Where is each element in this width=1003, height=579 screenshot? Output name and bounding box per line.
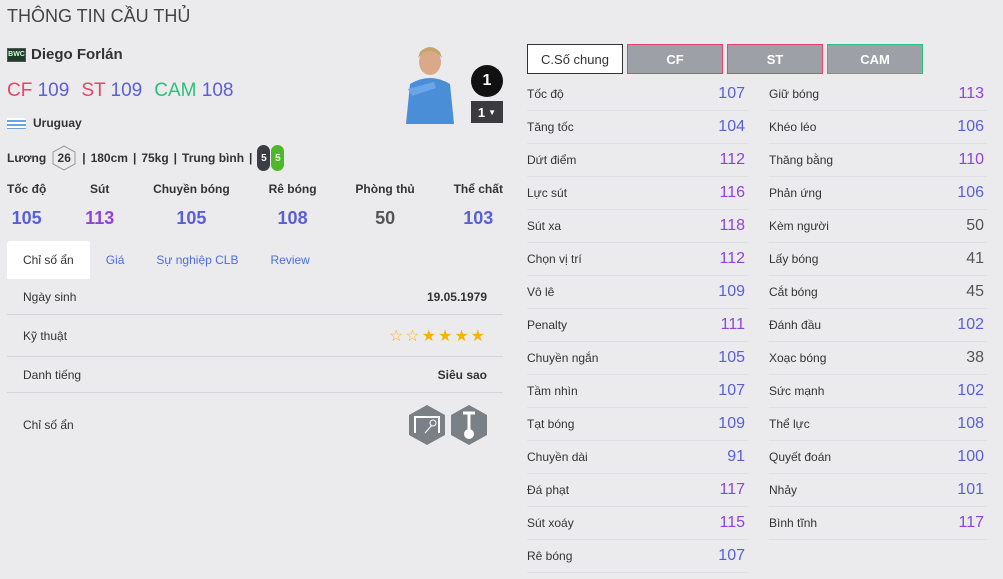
stat-row: Sút xoáy 115 — [527, 507, 748, 540]
level-dropdown[interactable]: 1 ▼ — [471, 101, 503, 123]
stat-row: Penalty 111 — [527, 309, 748, 342]
stat-row: Phản ứng 106 — [769, 177, 987, 210]
tab-item[interactable]: Review — [270, 253, 310, 267]
position-button[interactable]: CF — [627, 44, 723, 74]
stat-row: Quyết đoán 100 — [769, 441, 987, 474]
caret-down-icon: ▼ — [488, 107, 497, 117]
stat-row: Chuyền ngắn 105 — [527, 342, 748, 375]
stat-row: Chọn vị trí 112 — [527, 243, 748, 276]
stat-row: Tăng tốc 104 — [527, 111, 748, 144]
nation-name: Uruguay — [33, 116, 82, 130]
stat-row: Bình tĩnh 117 — [769, 507, 987, 540]
skill-stars: ☆☆★★★★ — [388, 327, 487, 345]
stat-summary: Tốc độ 105 Sút 113 Chuyền bóng 105 Rê bóng 108 P… — [7, 182, 503, 229]
player-name: Diego Forlán — [31, 46, 123, 63]
stat-row: Khéo léo 106 — [769, 111, 987, 144]
info-table: Ngày sinh 19.05.1979 Kỹ thuật ☆☆★★★★ Danh … — [7, 279, 503, 457]
stat-row: Tầm nhìn 107 — [527, 375, 748, 408]
nationality: Uruguay — [7, 116, 82, 130]
stats-list-right: Giữ bóng 113 Khéo léo 106 Thăng bằng 110 Phản … — [769, 78, 987, 540]
salary-hexagon: 26 — [51, 145, 77, 171]
summary-stat: Tốc độ 105 — [7, 182, 47, 228]
stat-row: Kèm người 50 — [769, 210, 987, 243]
stat-row: Thăng bằng 110 — [769, 144, 987, 177]
season-badge-icon: BWC — [7, 47, 26, 62]
stat-row: Đá phạt 117 — [527, 474, 748, 507]
position-button[interactable]: CAM — [827, 44, 923, 74]
stat-row: Vô lê 109 — [527, 276, 748, 309]
summary-stat: Sút 113 — [85, 182, 115, 228]
stat-row: Tạt bóng 109 — [527, 408, 748, 441]
summary-stat: Phòng thủ 50 — [355, 182, 415, 228]
row-skill: Kỹ thuật ☆☆★★★★ — [7, 315, 503, 357]
stat-row: Thể lực 108 — [769, 408, 987, 441]
uruguay-flag-icon — [7, 117, 26, 129]
stat-row: Đánh đầu 102 — [769, 309, 987, 342]
tab-item[interactable]: Giá — [105, 253, 125, 267]
summary-stat: Rê bóng 108 — [268, 182, 317, 228]
tab-item[interactable]: Chỉ số ẩn — [7, 241, 90, 279]
row-hidden-traits: Chỉ số ẩn — [7, 393, 503, 457]
foot-icon: 5 5 — [257, 145, 285, 171]
rank-badge: 1 — [471, 65, 503, 97]
stats-list-left: Tốc độ 107 Tăng tốc 104 Dứt điểm 112 Lực sút 11… — [527, 78, 748, 573]
stat-row: Sức mạnh 102 — [769, 375, 987, 408]
stat-row: Nhảy 101 — [769, 474, 987, 507]
info-tabs: Chỉ số ẩn Giá Sự nghiệp CLB Review — [7, 241, 326, 279]
player-name-row: BWC Diego Forlán — [7, 46, 123, 63]
stat-row: Sút xa 118 — [527, 210, 748, 243]
power-header-icon[interactable] — [451, 405, 487, 445]
position-button[interactable]: ST — [727, 44, 823, 74]
tab-item[interactable]: Sự nghiệp CLB — [156, 253, 239, 267]
stat-row: Cắt bóng 45 — [769, 276, 987, 309]
player-meta: Lương 26 | 180cm | 75kg | Trung bình | 5 5 — [7, 145, 285, 171]
stat-row: Tốc độ 107 — [527, 78, 748, 111]
summary-stat: Thể chất 103 — [453, 182, 503, 228]
row-reputation: Danh tiếng Siêu sao — [7, 357, 503, 393]
stat-row: Lực sút 116 — [527, 177, 748, 210]
stat-row: Rê bóng 107 — [527, 540, 748, 573]
finesse-shot-icon[interactable] — [409, 405, 445, 445]
stat-row: Dứt điểm 112 — [527, 144, 748, 177]
stat-row: Xoạc bóng 38 — [769, 342, 987, 375]
row-birth: Ngày sinh 19.05.1979 — [7, 279, 503, 315]
stat-row: Giữ bóng 113 — [769, 78, 987, 111]
summary-stat: Chuyền bóng 105 — [153, 182, 230, 228]
position-button[interactable]: C.Số chung — [527, 44, 623, 74]
position-buttons: C.Số chung CF ST CAM — [527, 44, 923, 74]
player-photo — [400, 44, 456, 129]
position-cam: CAM 108 — [154, 80, 234, 101]
position-ratings: CF 109 ST 109 CAM 108 — [7, 80, 233, 102]
position-st: ST 109 — [81, 80, 143, 101]
stat-row: Chuyền dài 91 — [527, 441, 748, 474]
position-cf: CF 109 — [7, 80, 70, 101]
stat-row: Lấy bóng 41 — [769, 243, 987, 276]
page-title: THÔNG TIN CẦU THỦ — [7, 6, 191, 26]
